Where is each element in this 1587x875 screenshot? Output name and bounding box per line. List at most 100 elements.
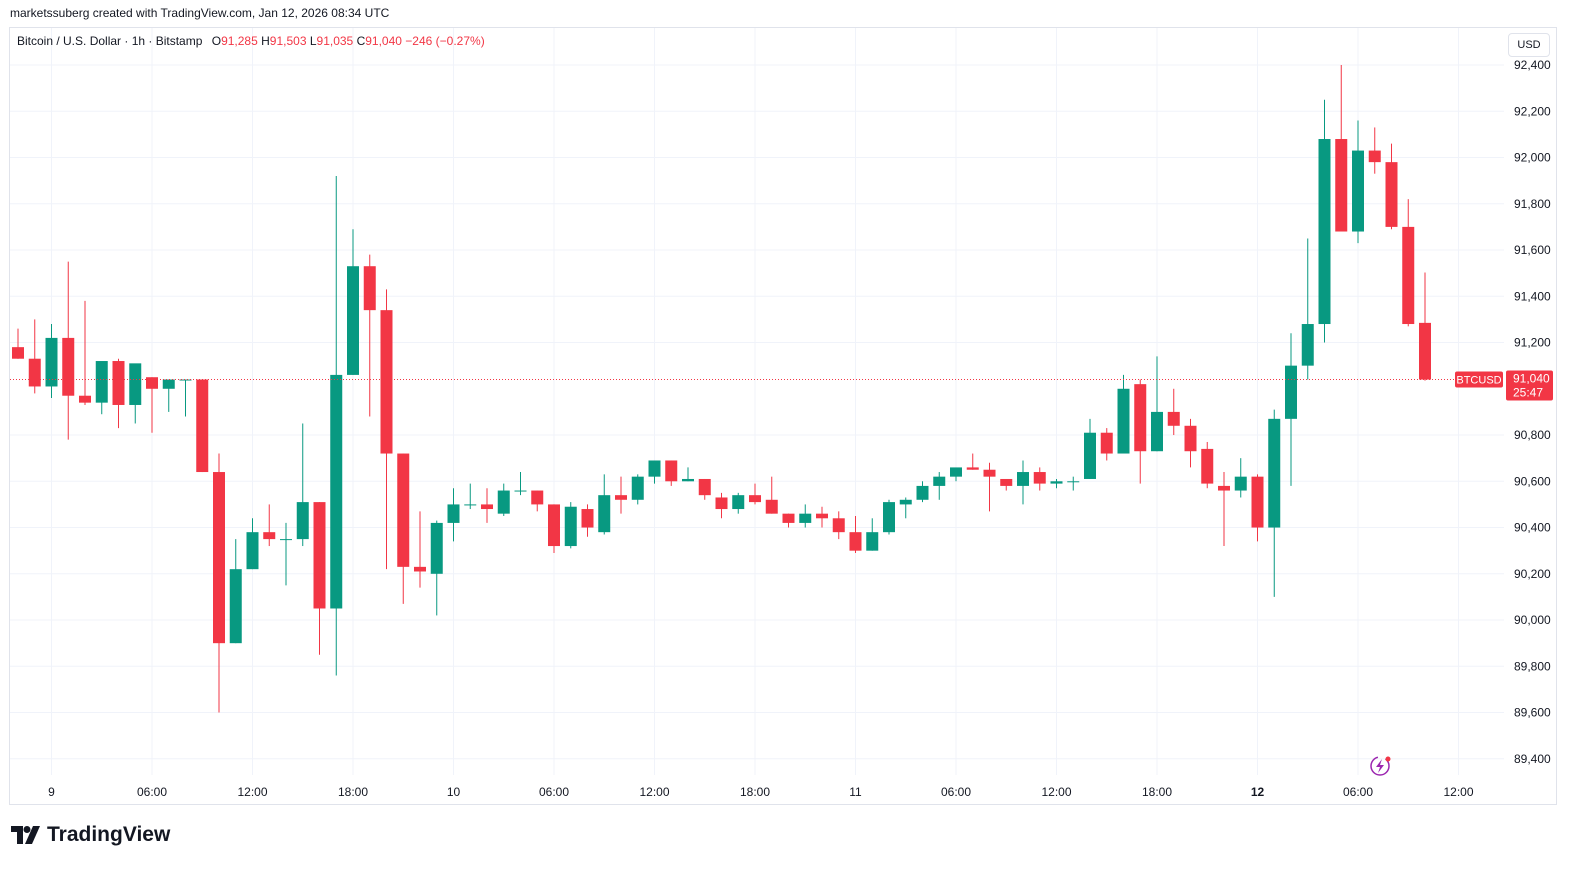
x-tick-label: 9 <box>48 785 55 799</box>
close-label: C <box>356 34 366 48</box>
candle-body <box>146 377 158 389</box>
candle-body <box>263 532 276 540</box>
x-tick-label: 12:00 <box>1041 785 1071 799</box>
candle-body <box>1167 411 1180 426</box>
currency-button[interactable]: USD <box>1508 33 1550 57</box>
candle-body <box>95 361 108 403</box>
candle-body <box>531 490 544 505</box>
candle-body <box>1368 150 1381 163</box>
candle-body <box>1352 150 1364 232</box>
x-tick-label: 10 <box>447 785 461 799</box>
candle-body <box>1218 485 1230 491</box>
chart-legend: Bitcoin / U.S. Dollar · 1h · Bitstamp O9… <box>17 34 485 48</box>
candle-body <box>548 504 560 547</box>
candle-body <box>1285 365 1297 419</box>
y-tick-label: 91,600 <box>1514 243 1551 257</box>
candle-body <box>950 467 962 477</box>
candle-body <box>1050 481 1063 484</box>
candle-body <box>1201 448 1214 484</box>
candle-body <box>330 374 343 609</box>
candle-body <box>715 497 728 510</box>
x-tick-label: 06:00 <box>941 785 971 799</box>
candle-body <box>380 310 393 454</box>
candle-body <box>363 266 376 311</box>
x-tick-label: 06:00 <box>1343 785 1373 799</box>
candle-body <box>280 539 292 541</box>
lightning-dot <box>1385 756 1391 762</box>
candle-body <box>481 504 493 510</box>
y-tick-label: 90,600 <box>1514 474 1551 488</box>
ticker-tag <box>1455 371 1503 388</box>
high-label: H <box>261 34 270 48</box>
candle-body <box>564 506 577 547</box>
candle-body <box>246 532 259 570</box>
x-tick-label: 12 <box>1251 785 1265 799</box>
candle-body <box>414 566 426 572</box>
candle-body <box>698 478 711 496</box>
candle-body <box>648 460 661 477</box>
candle-body <box>1000 478 1013 486</box>
y-tick-label: 89,400 <box>1514 752 1551 766</box>
candle-body <box>1117 388 1130 454</box>
candle-body <box>196 379 209 473</box>
candle-body <box>162 379 175 389</box>
x-tick-label: 12:00 <box>639 785 669 799</box>
candle-body <box>581 509 594 528</box>
candle-body <box>1318 139 1331 325</box>
close-value: 91,040 <box>365 34 402 48</box>
y-tick-label: 92,400 <box>1514 58 1551 72</box>
candle-body <box>12 347 24 359</box>
candle-body <box>1151 411 1163 452</box>
lightning-bolt <box>1376 759 1384 773</box>
candle-body <box>129 363 142 405</box>
x-tick-label: 11 <box>849 785 862 799</box>
candle-body <box>631 476 644 500</box>
open-label: O <box>211 34 222 48</box>
candle-body <box>213 472 225 644</box>
ticker-label: BTCUSD <box>1456 375 1501 387</box>
candle-body <box>598 495 611 533</box>
candle-body <box>899 499 912 505</box>
candle-body <box>430 522 443 574</box>
candle-body <box>1419 322 1431 380</box>
candle-body <box>665 460 678 482</box>
candle-body <box>916 485 929 500</box>
candle-body <box>732 495 745 510</box>
candle-body <box>883 502 895 533</box>
candle-body <box>1402 226 1415 325</box>
candle-body <box>682 478 694 482</box>
y-tick-label: 91,200 <box>1514 336 1551 350</box>
candle-body <box>1385 162 1398 227</box>
candle-body <box>782 513 795 523</box>
candle-body <box>1067 481 1080 483</box>
lightning-ring <box>1370 756 1390 776</box>
chart-panel[interactable] <box>9 27 1557 805</box>
candle-body <box>296 502 309 540</box>
candle-body <box>615 495 627 500</box>
candle-body <box>1251 476 1264 528</box>
brand-name: TradingView <box>47 823 171 846</box>
candle-body <box>79 395 91 403</box>
candle-body <box>179 379 192 381</box>
x-tick-label: 12:00 <box>1443 785 1473 799</box>
low-label: L <box>309 34 317 48</box>
y-tick-label: 90,200 <box>1514 567 1551 581</box>
tradingview-logo-icon <box>11 826 40 844</box>
candle-body <box>229 569 242 644</box>
candle-body <box>1084 432 1096 479</box>
candle-body <box>45 337 58 387</box>
y-tick-label: 89,600 <box>1514 706 1551 720</box>
change-value: −246 (−0.27%) <box>405 34 485 48</box>
candle-body <box>347 266 359 375</box>
x-tick-label: 18:00 <box>338 785 368 799</box>
candle-body <box>1301 324 1314 366</box>
y-tick-label: 90,400 <box>1514 521 1551 535</box>
candle-body <box>313 502 326 609</box>
y-tick-label: 90,800 <box>1514 428 1551 442</box>
symbol-label: Bitcoin / U.S. Dollar · 1h · Bitstamp <box>17 34 203 48</box>
candlestick-chart[interactable]: 89,400 89,600 89,800 90,000 90,200 90,400 90,6… <box>0 0 1587 810</box>
candle-body <box>983 469 996 477</box>
open-value: 91,285 <box>221 34 258 48</box>
candle-body <box>397 453 410 567</box>
tradingview-brand[interactable]: TradingView <box>11 823 170 847</box>
